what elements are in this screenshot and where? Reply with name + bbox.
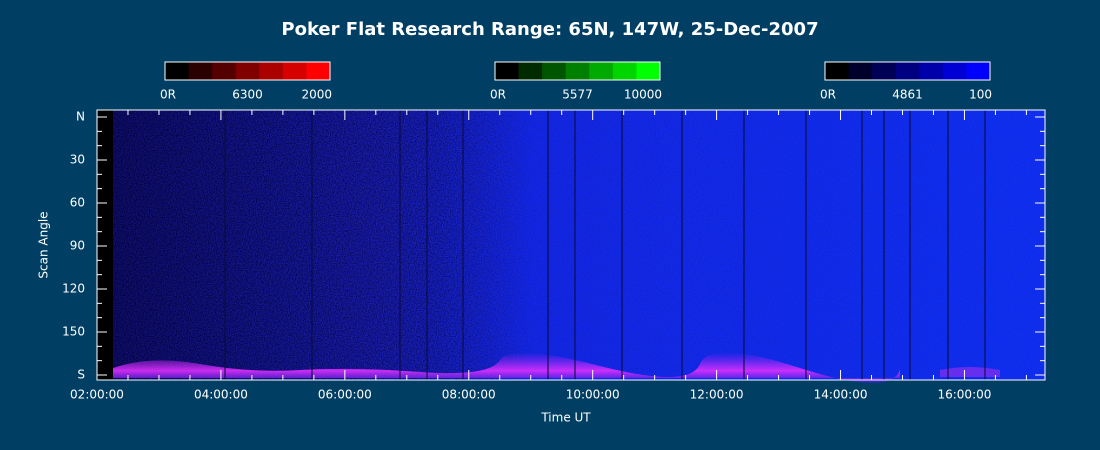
x-axis-label: Time UT [540, 411, 591, 425]
colorbar-max-label: 2000 [301, 88, 332, 102]
colorbar-segment [919, 62, 944, 80]
y-tick-label: S [77, 368, 85, 382]
colorbar-min-label: 0R [490, 88, 506, 102]
colorbar-segment [235, 62, 260, 80]
colorbar-segment [872, 62, 897, 80]
colorbar-segment [259, 62, 284, 80]
x-tick-label: 14:00:00 [814, 388, 868, 402]
axes [96, 110, 1045, 380]
chart-title: Poker Flat Research Range: 65N, 147W, 25… [281, 19, 818, 40]
y-tick-label: 60 [70, 196, 85, 210]
colorbar-min-label: 0R [820, 88, 836, 102]
colorbar-segment [212, 62, 237, 80]
colorbar-segment [589, 62, 614, 80]
y-tick-label: 120 [62, 282, 85, 296]
colorbar-segment [282, 62, 307, 80]
colorbar-frame [164, 61, 331, 81]
plot-frame [96, 109, 1046, 381]
colorbar-segment [966, 62, 991, 80]
y-tick-label: 90 [70, 239, 85, 253]
colorbar-segment [612, 62, 637, 80]
y-tick-label: 150 [62, 325, 85, 339]
y-tick-label: 30 [70, 153, 85, 167]
x-tick-label: 02:00:00 [70, 388, 124, 402]
colorbar-segment [825, 62, 850, 80]
keogram-image [97, 110, 1045, 384]
colorbar-segment [848, 62, 873, 80]
colorbar-max-label: 10000 [624, 88, 662, 102]
x-tick-label: 16:00:00 [937, 388, 991, 402]
colorbar-wavelength: 4861 [892, 88, 923, 102]
colorbar-segment [188, 62, 213, 80]
y-axis-label: Scan Angle [37, 211, 51, 278]
colorbar-segment [895, 62, 920, 80]
x-tick-label: 10:00:00 [566, 388, 620, 402]
colorbar-segment [565, 62, 590, 80]
colorbar-frame [824, 61, 991, 81]
x-tick-label: 08:00:00 [442, 388, 496, 402]
x-tick-label: 06:00:00 [318, 388, 372, 402]
colorbar-segment [636, 62, 661, 80]
colorbar-max-label: 100 [969, 88, 992, 102]
y-tick-label: N [76, 110, 85, 124]
colorbar-wavelength: 6300 [232, 88, 263, 102]
colorbar-segment [942, 62, 967, 80]
colorbar-segment [495, 62, 520, 80]
x-tick-label: 12:00:00 [690, 388, 744, 402]
x-tick-label: 04:00:00 [194, 388, 248, 402]
colorbar-wavelength: 5577 [562, 88, 593, 102]
colorbar-segment [518, 62, 543, 80]
colorbar-segment [306, 62, 331, 80]
colorbar-min-label: 0R [160, 88, 176, 102]
colorbar-segment [542, 62, 567, 80]
colorbar-segment [165, 62, 190, 80]
colorbar-frame [494, 61, 661, 81]
